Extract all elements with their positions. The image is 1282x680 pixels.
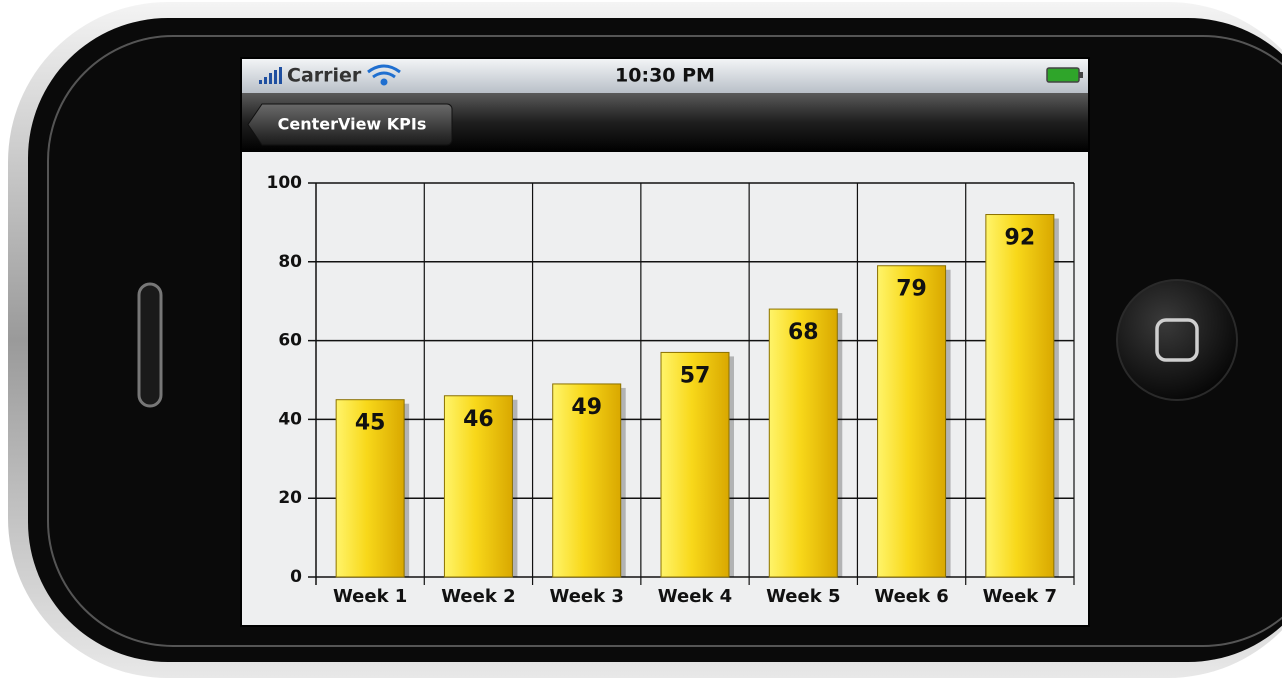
phone-edge [47,35,1282,647]
x-tick-label: Week 2 [441,586,515,607]
y-tick-label: 40 [278,409,302,429]
home-button[interactable] [1116,279,1238,401]
bar [768,308,838,578]
data-label: 57 [680,363,711,388]
battery-icon [1046,67,1083,83]
data-label: 68 [788,320,819,345]
clock: 10:30 PM [615,65,715,87]
x-tick-label: Week 5 [766,586,840,607]
x-tick-label: Week 3 [550,586,624,607]
back-button[interactable] [247,103,453,146]
data-label: 46 [463,407,494,432]
data-label: 45 [355,411,386,436]
data-label: 79 [896,277,927,302]
x-tick-label: Week 7 [983,586,1057,607]
home-icon [1155,318,1199,362]
x-tick-label: Week 6 [874,586,948,607]
bar [335,399,405,578]
data-label: 49 [571,395,602,420]
y-tick-label: 80 [278,252,302,272]
bar [985,214,1055,578]
x-tick-label: Week 1 [333,586,407,607]
data-label: 92 [1005,226,1036,251]
bar [877,265,947,578]
y-tick-label: 100 [267,173,303,193]
bar [443,395,513,578]
y-tick-label: 60 [278,331,302,351]
speaker [137,282,163,408]
x-tick-label: Week 4 [658,586,732,607]
y-tick-label: 0 [290,567,302,587]
wifi-icon [367,64,401,86]
bar [660,351,730,578]
chart: 0 20 40 60 80 100 Week 1 45 Week 2 46 Week 3 49 Week… [267,173,1075,607]
back-button-label: CenterView KPIs [278,115,427,134]
bar [552,383,622,578]
carrier: Carrier [287,65,362,87]
y-tick-label: 20 [278,488,302,508]
signal-icon [259,67,282,84]
